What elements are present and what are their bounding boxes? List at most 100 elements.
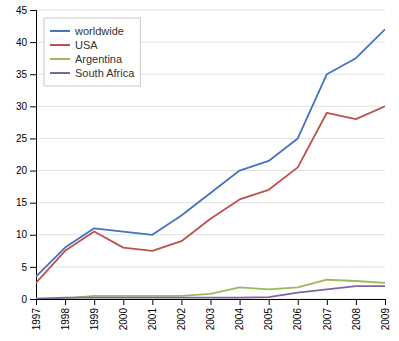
y-tick: 30 [16,101,36,112]
y-tick-label: 40 [16,37,28,48]
grid-line [36,266,385,267]
x-tick: 1997 [31,299,42,330]
plot: 1997199819992000200120022003200420052006… [16,5,391,331]
x-tick-label: 2002 [176,308,187,331]
x-tick-label: 2001 [147,308,158,331]
tick-mark [152,299,153,305]
legend-label: Argentina [75,53,123,65]
x-tick: 2004 [234,299,245,330]
tick-mark [30,106,36,107]
tick-mark [30,235,36,236]
x-tick: 1999 [89,299,100,330]
grid [36,10,385,299]
tick-mark [211,299,212,305]
y-tick-label: 0 [21,294,27,305]
y-tick-label: 5 [21,262,27,273]
x-tick-label: 1999 [89,308,100,331]
legend-label: USA [75,39,98,51]
grid-line [36,170,385,171]
x-tick: 2005 [263,299,274,330]
y-tick: 10 [16,229,36,240]
chart: 1997199819992000200120022003200420052006… [0,0,399,341]
x-tick: 2007 [322,299,333,330]
y-tick-label: 25 [16,133,28,144]
legend-item: worldwide [50,25,124,37]
legend-item: USA [50,39,98,51]
y-tick-label: 45 [16,5,28,16]
tick-mark [123,299,124,305]
tick-mark [30,42,36,43]
y-tick-label: 15 [16,197,28,208]
y-tick-label: 30 [16,101,28,112]
x-tick: 2002 [176,299,187,330]
y-tick-label: 20 [16,165,28,176]
x-tick-label: 2004 [234,308,245,331]
x-tick: 2000 [118,299,129,330]
grid-line [36,202,385,203]
tick-mark [30,299,36,300]
series-line [36,29,385,276]
x-tick-label: 2006 [292,308,303,331]
y-tick-label: 35 [16,69,28,80]
tick-mark [385,299,386,305]
x-tick-label: 2003 [205,308,216,331]
x-tick-label: 1997 [31,308,42,331]
lines [36,29,385,299]
x-tick: 2001 [147,299,158,330]
legend-item: South Africa [50,67,135,79]
tick-mark [240,299,241,305]
y-tick: 25 [16,133,36,144]
x-tick-label: 2007 [322,308,333,331]
tick-mark [94,299,95,305]
y-axis: 0 5 10 15 20 25 30 35 40 45 [16,5,37,305]
legend-swatch [50,30,70,32]
tick-mark [30,138,36,139]
tick-mark [327,299,328,305]
x-tick: 2006 [292,299,303,330]
x-tick: 1998 [60,299,71,330]
y-tick: 40 [16,37,36,48]
x-tick-label: 1998 [60,308,71,331]
tick-mark [30,203,36,204]
legend-label: worldwide [74,25,124,37]
series-line [36,106,385,283]
x-tick-label: 2000 [118,308,129,331]
legend-item: Argentina [50,53,123,65]
x-tick: 2009 [380,299,391,330]
grid-line [36,138,385,139]
grid-line [36,10,385,11]
axis-domain [30,11,37,300]
tick-mark [298,299,299,305]
series-line [36,286,385,299]
legend-swatch [50,44,70,46]
tick-mark [30,267,36,268]
series-line [36,280,385,299]
tick-mark [356,299,357,305]
grid-line [36,106,385,107]
legend: worldwide USA Argentina South Africa [44,18,140,86]
x-tick-label: 2005 [263,308,274,331]
x-tick: 2003 [205,299,216,330]
legend-swatch [50,72,70,74]
x-tick: 2008 [351,299,362,330]
legend-label: South Africa [75,67,135,79]
x-tick-label: 2009 [380,308,391,331]
tick-mark [181,299,182,305]
y-tick: 45 [16,5,36,16]
y-tick: 5 [21,262,36,273]
legend-box [44,18,140,86]
tick-mark [65,299,66,305]
x-axis: 1997 1998 1999 2000 2001 2002 2003 2004 2005 2006… [31,299,391,330]
y-tick: 20 [16,165,36,176]
axis-domain [37,300,386,306]
tick-mark [269,299,270,305]
legend-swatch [50,58,70,60]
tick-mark [30,10,36,11]
y-tick-label: 10 [16,229,28,240]
y-tick: 35 [16,69,36,80]
y-tick: 15 [16,197,36,208]
tick-mark [30,171,36,172]
x-tick-label: 2008 [351,308,362,331]
y-tick: 0 [21,294,36,305]
tick-mark [30,74,36,75]
